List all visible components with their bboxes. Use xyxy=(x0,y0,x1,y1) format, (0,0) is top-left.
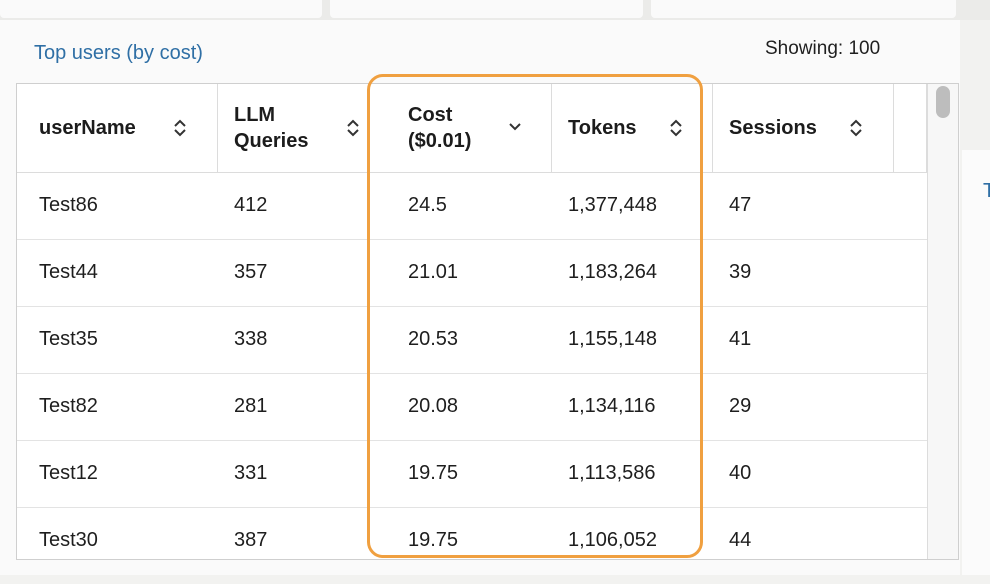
cell-tokens: 1,134,116 xyxy=(568,395,656,417)
table-row[interactable]: Test30 387 19.75 1,106,052 44 xyxy=(17,507,927,559)
column-header-label: Tokens xyxy=(568,117,637,139)
column-header-username[interactable]: userName xyxy=(17,84,218,172)
sort-descending-icon[interactable] xyxy=(508,120,522,140)
cell-llm-queries: 412 xyxy=(234,194,268,216)
cell-sessions: 29 xyxy=(729,395,752,417)
cell-llm-queries: 387 xyxy=(234,529,268,551)
cell-cost: 21.01 xyxy=(408,261,459,283)
cell-sessions: 44 xyxy=(729,529,752,551)
table-row[interactable]: Test12 331 19.75 1,113,586 40 xyxy=(17,440,927,508)
top-panel-segment xyxy=(0,0,322,18)
table-header: userName LLM Queries Cost ($0.01) xyxy=(17,84,927,173)
table-row[interactable]: Test82 281 20.08 1,134,116 29 xyxy=(17,373,927,441)
cell-username: Test44 xyxy=(39,261,98,283)
column-header-cost[interactable]: Cost ($0.01) xyxy=(369,84,552,172)
cell-cost: 24.5 xyxy=(408,194,447,216)
cell-sessions: 41 xyxy=(729,328,752,350)
cell-llm-queries: 338 xyxy=(234,328,268,350)
table-row[interactable]: Test86 412 24.5 1,377,448 47 xyxy=(17,172,927,240)
column-header-label: Sessions xyxy=(729,117,817,139)
side-panel xyxy=(962,150,990,575)
panel-title[interactable]: Top users (by cost) xyxy=(34,42,203,64)
cell-sessions: 40 xyxy=(729,462,752,484)
cell-username: Test86 xyxy=(39,194,98,216)
cell-llm-queries: 281 xyxy=(234,395,268,417)
cell-tokens: 1,155,148 xyxy=(568,328,657,350)
cell-cost: 19.75 xyxy=(408,462,459,484)
table-row[interactable]: Test35 338 20.53 1,155,148 41 xyxy=(17,306,927,374)
side-panel-title[interactable]: T xyxy=(983,180,990,202)
cell-cost: 20.53 xyxy=(408,328,459,350)
column-header-spacer xyxy=(894,84,927,172)
showing-count: Showing: 100 xyxy=(765,38,881,59)
users-table: userName LLM Queries Cost ($0.01) xyxy=(16,83,959,560)
cell-tokens: 1,377,448 xyxy=(568,194,657,216)
column-header-label: Cost ($0.01) xyxy=(408,104,472,152)
cell-llm-queries: 357 xyxy=(234,261,268,283)
column-header-label: LLM Queries xyxy=(234,104,309,152)
cell-cost: 19.75 xyxy=(408,529,459,551)
top-panel-segment xyxy=(330,0,643,18)
column-header-tokens[interactable]: Tokens xyxy=(552,84,713,172)
scrollbar-thumb[interactable] xyxy=(936,86,950,118)
vertical-scrollbar[interactable] xyxy=(927,84,958,559)
cell-tokens: 1,183,264 xyxy=(568,261,657,283)
table-row[interactable]: Test44 357 21.01 1,183,264 39 xyxy=(17,239,927,307)
cell-tokens: 1,106,052 xyxy=(568,529,657,551)
cell-cost: 20.08 xyxy=(408,395,459,417)
sort-both-icon[interactable] xyxy=(173,118,187,138)
cell-username: Test30 xyxy=(39,529,98,551)
top-users-panel: Top users (by cost) Showing: 100 userNam… xyxy=(0,20,960,575)
column-header-label: userName xyxy=(39,117,136,139)
top-panel-segment xyxy=(651,0,956,18)
cell-username: Test12 xyxy=(39,462,98,484)
cell-sessions: 47 xyxy=(729,194,752,216)
cell-username: Test82 xyxy=(39,395,98,417)
sort-both-icon[interactable] xyxy=(849,118,863,138)
top-strip xyxy=(0,0,990,20)
cell-llm-queries: 331 xyxy=(234,462,268,484)
sort-both-icon[interactable] xyxy=(669,118,683,138)
column-header-llm-queries[interactable]: LLM Queries xyxy=(218,84,369,172)
column-header-sessions[interactable]: Sessions xyxy=(713,84,894,172)
sort-both-icon[interactable] xyxy=(346,118,360,138)
cell-username: Test35 xyxy=(39,328,98,350)
cell-sessions: 39 xyxy=(729,261,752,283)
cell-tokens: 1,113,586 xyxy=(568,462,656,484)
